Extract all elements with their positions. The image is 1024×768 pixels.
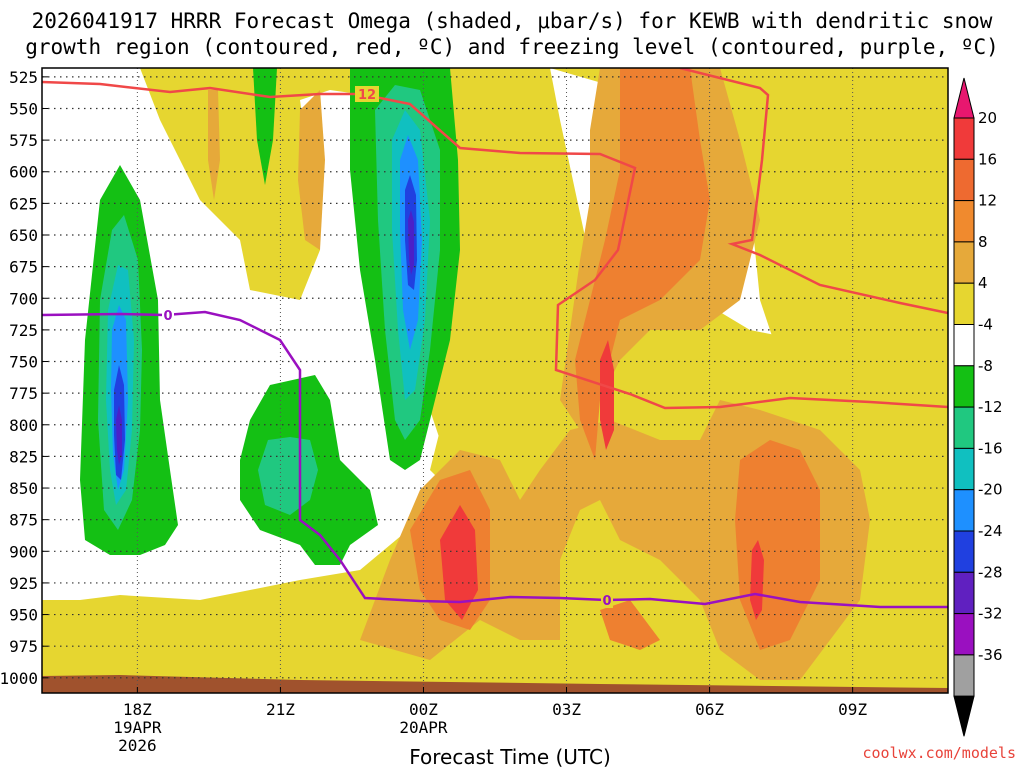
freezing-label-a: 0: [163, 309, 172, 324]
colorbar-label: -12: [978, 398, 1003, 416]
colorbar: 20 16 12 8 4 -4 -8 -12 -16 -20 -24 -28 -32 -36: [953, 77, 1003, 737]
y-tick-label: 650: [9, 226, 38, 245]
y-axis: 525 550 575 600 625 650 675 700 725 750 775 800 825 8…: [0, 68, 48, 688]
freezing-contour: [42, 310, 948, 609]
colorbar-swatch: [953, 200, 975, 243]
colorbar-label: -28: [978, 563, 1003, 581]
colorbar-swatch: [953, 158, 975, 202]
freezing-label-b: 0: [602, 594, 611, 609]
colorbar-label: 4: [978, 274, 988, 292]
colorbar-swatch: [953, 365, 975, 408]
colorbar-label: -24: [978, 522, 1003, 540]
ground-terrain: [42, 675, 948, 693]
contour-lines: [42, 68, 948, 609]
y-tick-label: 825: [9, 447, 38, 466]
omega-neg24-region-c: [408, 210, 414, 275]
contour-labels: 0 0 12: [162, 86, 613, 609]
y-tick-label: 600: [9, 163, 38, 182]
y-tick-label: 850: [9, 479, 38, 498]
colorbar-label: 8: [978, 233, 988, 251]
title-line-2: growth region (contoured, red, ºC) and f…: [25, 35, 999, 59]
colorbar-label: 20: [978, 109, 997, 127]
colorbar-label: -20: [978, 481, 1003, 499]
colorbar-label: -36: [978, 646, 1003, 664]
colorbar-swatch: [953, 282, 975, 326]
omega-neg8-region-b: [258, 437, 318, 515]
y-tick-label: 925: [9, 574, 38, 593]
y-tick-label: 975: [9, 637, 38, 656]
colorbar-swatch: [953, 571, 975, 615]
colorbar-bottom-arrow: [953, 695, 975, 737]
colorbar-label: 16: [978, 150, 997, 168]
y-tick-label: 525: [9, 68, 38, 87]
x-tick-year: 2026: [118, 736, 157, 755]
x-tick-label: 00Z: [409, 700, 438, 719]
colorbar-label: -16: [978, 439, 1003, 457]
colorbar-swatch: [953, 117, 975, 160]
y-tick-label: 950: [9, 606, 38, 625]
y-tick-label: 750: [9, 353, 38, 372]
colorbar-swatch: [953, 447, 975, 491]
colorbar-label: 12: [978, 192, 997, 210]
colorbar-top-arrow: [953, 77, 975, 119]
y-tick-label: 675: [9, 258, 38, 277]
y-tick-label: 625: [9, 194, 38, 213]
x-tick-label: 06Z: [695, 700, 724, 719]
y-tick-label: 1000: [0, 669, 38, 688]
y-tick-label: 800: [9, 416, 38, 435]
title-line-1: 2026041917 HRRR Forecast Omega (shaded, …: [31, 9, 993, 33]
credit-text: coolwx.com/models: [862, 744, 1016, 762]
grid-lines: [42, 68, 948, 693]
omega-neg24-region-a: [116, 405, 122, 465]
x-tick-label: 18Z: [123, 700, 152, 719]
y-tick-label: 900: [9, 542, 38, 561]
omega-4-region-small: [890, 75, 915, 245]
colorbar-swatch: [953, 613, 975, 656]
omega-16-region-c: [750, 540, 764, 620]
chart-title: 2026041917 HRRR Forecast Omega (shaded, …: [0, 8, 1024, 60]
colorbar-swatch: [953, 530, 975, 573]
dendritic-label: 12: [358, 88, 376, 103]
omega-8-region-col: [298, 90, 325, 250]
dendritic-contour-right: [679, 68, 948, 315]
y-tick-label: 550: [9, 99, 38, 118]
omega-8-region-col2: [208, 90, 220, 200]
y-tick-label: 575: [9, 131, 38, 150]
colorbar-swatch: [953, 406, 975, 449]
x-tick-sublabel: 20APR: [399, 718, 448, 737]
omega-16-region-b: [600, 340, 614, 450]
colorbar-label: -4: [978, 316, 993, 334]
x-axis-label: Forecast Time (UTC): [409, 745, 611, 768]
x-tick-sublabel: 19APR: [113, 718, 162, 737]
colorbar-swatch: [953, 489, 975, 532]
y-tick-label: 775: [9, 384, 38, 403]
omega-shading: [42, 68, 948, 693]
y-tick-label: 700: [9, 289, 38, 308]
colorbar-swatch: [953, 324, 975, 367]
omega-16-region-a: [440, 505, 478, 620]
omega-12-region-small: [600, 600, 660, 650]
x-tick-label: 09Z: [838, 700, 867, 719]
x-tick-label: 03Z: [552, 700, 581, 719]
dendritic-contour-upper: [42, 80, 948, 410]
colorbar-swatch: [953, 654, 975, 697]
x-tick-label: 21Z: [266, 700, 295, 719]
colorbar-label: -32: [978, 605, 1003, 623]
colorbar-swatch: [953, 241, 975, 284]
y-tick-label: 875: [9, 511, 38, 530]
y-tick-label: 725: [9, 321, 38, 340]
plot-frame: [41, 67, 949, 694]
colorbar-label: -8: [978, 357, 993, 375]
